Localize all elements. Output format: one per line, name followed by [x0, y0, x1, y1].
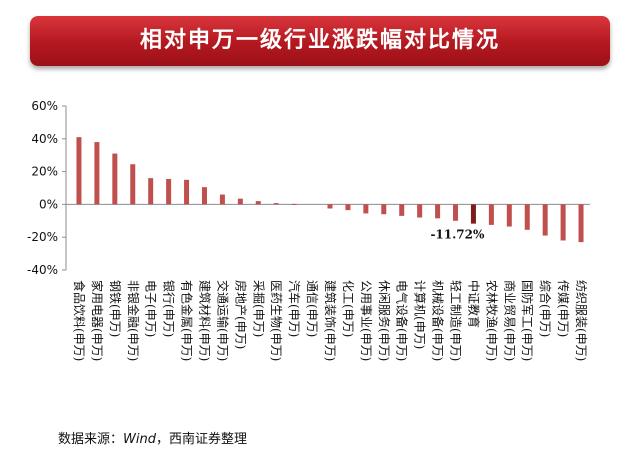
category-label: 商业贸易(申万): [502, 280, 517, 361]
bar: [255, 201, 261, 205]
y-tick-label: 0%: [39, 197, 58, 211]
category-label: 中证教育: [466, 280, 481, 328]
bar: [112, 153, 118, 205]
bar: [327, 204, 333, 209]
category-label: 计算机(申万): [413, 280, 428, 349]
source-wind: Wind: [123, 432, 156, 447]
source-note: 数据来源：Wind，西南证券整理: [58, 428, 247, 447]
title-banner: 相对申万一级行业涨跌幅对比情况: [30, 16, 610, 66]
bar: [237, 198, 243, 205]
bar: [345, 204, 351, 211]
bar: [148, 178, 154, 205]
category-label: 公用事业(申万): [359, 280, 373, 361]
chart-title: 相对申万一级行业涨跌幅对比情况: [139, 28, 500, 53]
bar: [524, 204, 530, 230]
category-label: 综合(申万): [538, 280, 553, 337]
bar: [291, 203, 297, 205]
category-label: 农林牧渔(申万): [484, 280, 498, 361]
y-tick-label: -40%: [27, 263, 58, 277]
category-label: 通信(申万): [305, 280, 319, 337]
bar: [542, 204, 548, 236]
category-label: 交通运输(申万): [215, 280, 230, 361]
bar: [435, 204, 441, 219]
bar: [453, 204, 459, 221]
y-tick-label: 40%: [31, 132, 58, 146]
category-label: 银行(申万): [162, 280, 176, 337]
data-annotation: -11.72%: [430, 228, 485, 242]
category-label: 轻工制造(申万): [449, 280, 463, 361]
category-label: 医药生物(申万): [269, 280, 283, 361]
bar: [578, 204, 584, 243]
bar: [184, 179, 190, 205]
category-label: 机械设备(申万): [431, 280, 446, 361]
source-prefix: 数据来源：: [58, 432, 124, 447]
category-label: 休闲服务(申万): [377, 280, 392, 361]
bar: [273, 203, 279, 205]
category-label: 电气设备(申万): [395, 280, 410, 361]
bar: [560, 204, 566, 241]
bar: [381, 204, 387, 215]
category-label: 建筑材料(申万): [197, 280, 212, 361]
category-label: 化工(申万): [341, 280, 355, 337]
bar: [76, 137, 82, 205]
category-label: 传媒(申万): [556, 280, 571, 337]
y-tick-label: 60%: [31, 99, 58, 113]
y-tick-label: 20%: [31, 165, 58, 179]
bar: [506, 204, 512, 227]
category-label: 家用电器(申万): [90, 280, 105, 361]
bar: [488, 204, 494, 225]
bar: [166, 178, 172, 205]
category-label: 国防军工(申万): [520, 280, 535, 361]
bar: [94, 142, 100, 205]
category-label: 房地产(申万): [233, 280, 248, 349]
category-label: 有色金属(申万): [180, 280, 195, 361]
bar: [201, 187, 207, 205]
bar: [470, 204, 476, 224]
category-label: 电子(申万): [144, 280, 158, 337]
bar: [219, 194, 225, 205]
category-label: 纺织服装(申万): [574, 280, 588, 361]
bar: [130, 164, 136, 205]
source-suffix: ，西南证券整理: [155, 432, 247, 447]
bar: [417, 204, 423, 218]
bar: [363, 204, 369, 214]
category-label: 采掘(申万): [251, 280, 266, 337]
y-tick-label: -20%: [27, 230, 58, 244]
category-label: 非银金融(申万): [126, 280, 141, 361]
category-label: 食品饮料(申万): [72, 280, 87, 361]
category-label: 钢铁(申万): [108, 280, 122, 337]
category-label: 建筑装饰(申万): [323, 280, 338, 361]
category-label: 汽车(申万): [287, 280, 302, 337]
bar: [399, 204, 405, 216]
